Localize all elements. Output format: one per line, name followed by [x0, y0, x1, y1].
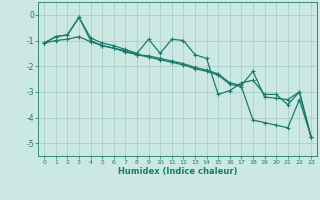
X-axis label: Humidex (Indice chaleur): Humidex (Indice chaleur) [118, 167, 237, 176]
